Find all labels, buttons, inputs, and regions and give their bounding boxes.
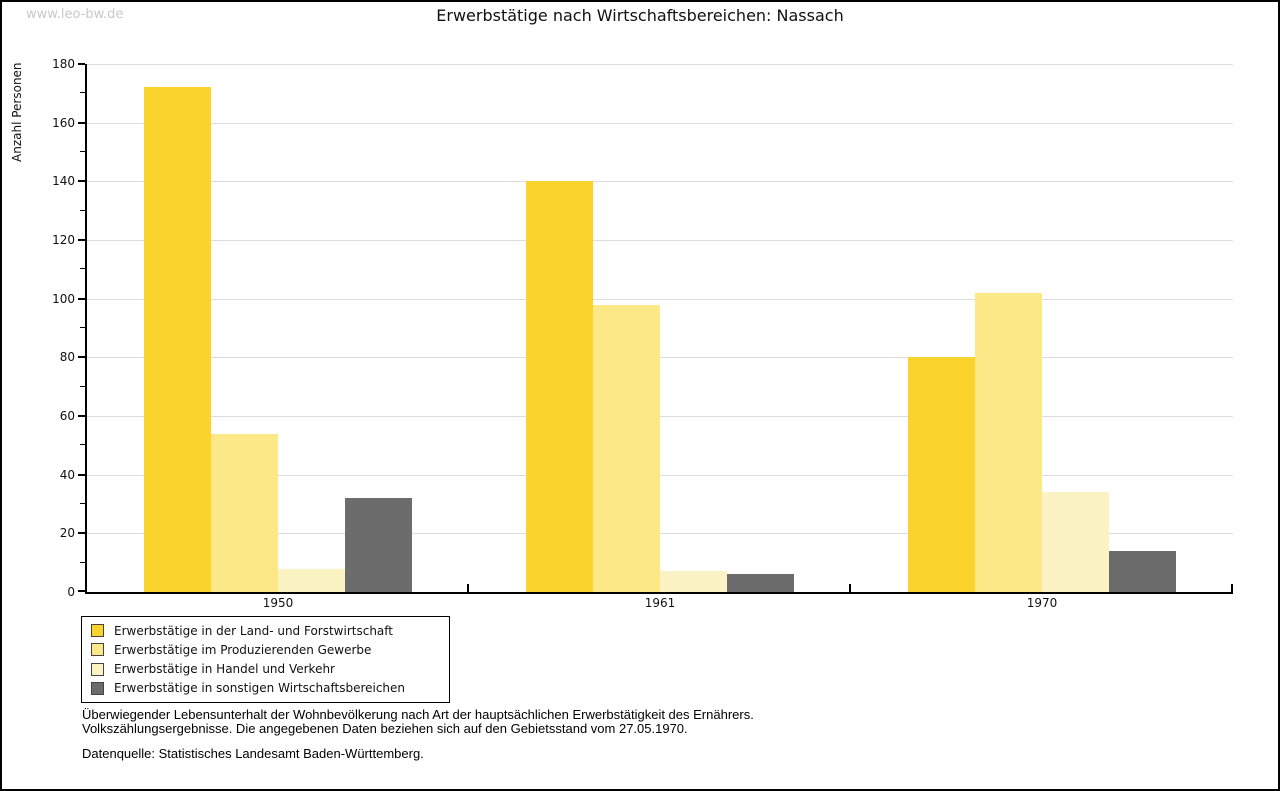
y-major-tick — [78, 356, 85, 359]
legend-row: Erwerbstätige in der Land- und Forstwirt… — [88, 624, 443, 638]
x-group-tick — [849, 584, 851, 592]
y-tick-label: 20 — [59, 526, 75, 541]
x-group-tick — [467, 584, 469, 592]
legend-row: Erwerbstätige in sonstigen Wirtschaftsbe… — [88, 681, 443, 695]
y-minor-tick — [80, 444, 85, 446]
legend-row: Erwerbstätige im Produzierenden Gewerbe — [88, 643, 443, 657]
y-gridline — [87, 357, 1233, 359]
y-gridline — [87, 122, 1233, 124]
bar — [660, 571, 727, 592]
y-gridline — [87, 181, 1233, 183]
y-tick-label: 60 — [59, 409, 75, 423]
y-major-tick — [78, 473, 85, 476]
y-axis-label: Anzahl Personen — [10, 62, 24, 162]
bar — [144, 87, 211, 592]
bar — [908, 357, 975, 592]
y-gridline — [87, 474, 1233, 476]
plot-area: 0 20 40 60 80 100 120 140 160 180 — [52, 57, 1233, 599]
bar — [1109, 551, 1176, 592]
legend-swatch — [91, 681, 104, 695]
bar — [278, 569, 345, 592]
bar — [1042, 492, 1109, 592]
y-tick-label: 80 — [59, 350, 75, 365]
y-major-tick — [78, 415, 85, 417]
legend-row: Erwerbstätige in Handel und Verkehr — [88, 662, 443, 676]
y-major-tick — [78, 590, 85, 592]
y-tick-label: 40 — [59, 467, 75, 482]
y-minor-tick — [80, 209, 85, 211]
legend-label: Erwerbstätige in der Land- und Forstwirt… — [114, 623, 393, 638]
y-major-tick — [78, 297, 85, 300]
y-gridline — [87, 416, 1233, 417]
y-tick-label: 0 — [67, 585, 75, 599]
chart-title: Erwerbstätige nach Wirtschaftsbereichen:… — [436, 6, 844, 25]
y-major-tick — [78, 532, 85, 535]
x-group-tick — [1231, 584, 1233, 592]
watermark: www.leo-bw.de — [26, 7, 124, 22]
y-tick-label: 120 — [52, 233, 75, 247]
legend-swatch — [91, 624, 104, 638]
bar — [526, 181, 593, 592]
y-gridline — [87, 64, 1233, 65]
legend-label: Erwerbstätige in sonstigen Wirtschaftsbe… — [114, 681, 406, 696]
legend-swatch — [91, 662, 104, 676]
y-gridline — [87, 298, 1233, 300]
legend-swatch — [91, 643, 104, 657]
y-minor-tick — [80, 385, 85, 387]
legend-label: Erwerbstätige in Handel und Verkehr — [114, 662, 335, 677]
bar — [211, 434, 278, 592]
bar — [345, 498, 412, 592]
data-source: Datenquelle: Statistisches Landesamt Bad… — [82, 746, 424, 761]
y-tick-label: 140 — [52, 174, 75, 189]
y-minor-tick — [80, 92, 85, 94]
y-tick-label: 100 — [52, 291, 75, 306]
x-tick-label: 1961 — [644, 596, 676, 610]
y-major-tick — [78, 239, 85, 241]
y-major-tick — [78, 63, 85, 65]
y-tick-label: 180 — [52, 57, 75, 71]
x-tick-label: 1950 — [262, 596, 294, 610]
bar — [975, 293, 1042, 592]
y-minor-tick — [80, 503, 85, 504]
bar — [593, 305, 660, 592]
legend-box: Erwerbstätige in der Land- und Forstwirt… — [81, 616, 450, 703]
y-gridline — [87, 240, 1233, 241]
footnote: Überwiegender Lebensunterhalt der Wohnbe… — [82, 708, 754, 735]
footnote-line1: Überwiegender Lebensunterhalt der Wohnbe… — [82, 707, 754, 722]
y-gridline — [87, 533, 1233, 535]
y-minor-tick — [80, 561, 85, 563]
legend-label: Erwerbstätige im Produzierenden Gewerbe — [114, 642, 372, 657]
y-minor-tick — [80, 151, 85, 152]
y-minor-tick — [80, 268, 85, 270]
y-tick-label: 160 — [52, 115, 75, 130]
y-major-tick — [78, 180, 85, 183]
y-major-tick — [78, 121, 85, 124]
bar — [727, 574, 794, 592]
y-minor-tick — [80, 327, 85, 328]
footnote-line2: Volkszählungsergebnisse. Die angegebenen… — [82, 720, 688, 736]
x-tick-label: 1970 — [1026, 596, 1058, 610]
